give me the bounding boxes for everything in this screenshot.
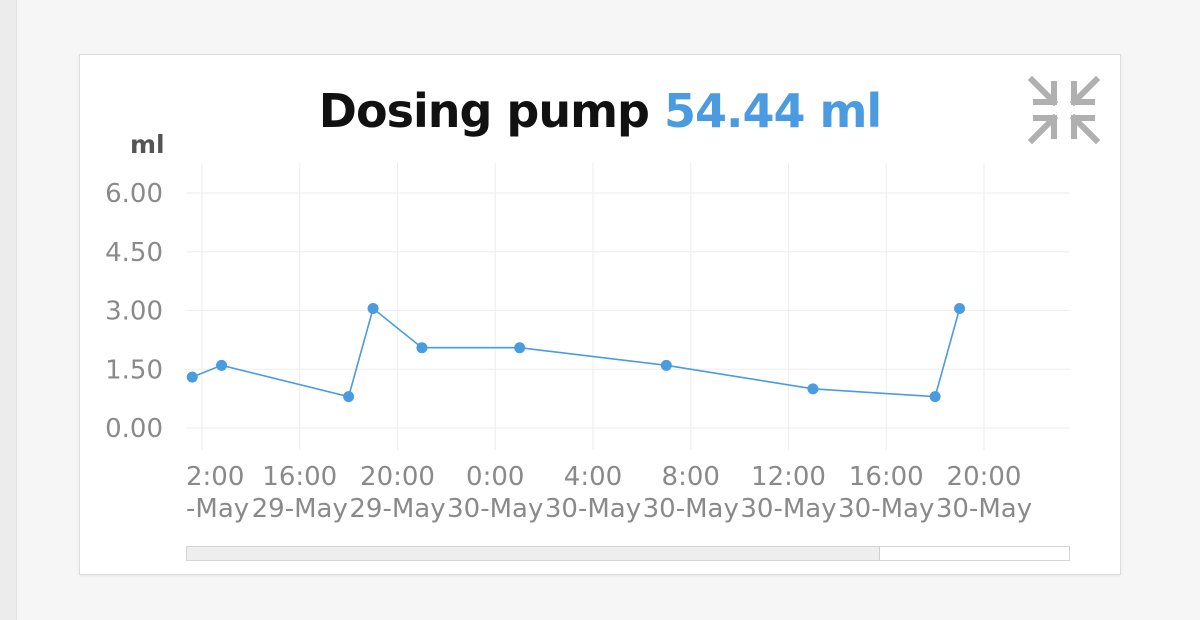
y-tick-label: 1.50 <box>105 355 163 385</box>
chart-title: Dosing pump 54.44 ml <box>0 84 1200 138</box>
data-point <box>807 383 819 395</box>
data-point <box>343 391 355 403</box>
data-point <box>929 391 941 403</box>
x-tick-date: 29-May <box>252 494 348 524</box>
x-tick-date: 30-May <box>545 494 641 524</box>
x-tick-time: 16:00 <box>849 462 924 492</box>
data-point <box>367 303 379 315</box>
y-tick-label: 4.50 <box>105 238 163 268</box>
y-tick-label: 0.00 <box>105 414 163 444</box>
y-tick-label: 6.00 <box>105 179 163 209</box>
x-tick-date: -May <box>186 494 249 524</box>
chart-scrollbar[interactable] <box>186 546 1070 561</box>
data-point <box>514 342 526 354</box>
y-axis-unit: ml <box>130 130 165 159</box>
data-point <box>216 359 228 371</box>
current-value: 54.44 ml <box>663 84 882 138</box>
x-tick-time: 4:00 <box>564 462 622 492</box>
y-tick-label: 3.00 <box>105 297 163 327</box>
x-tick-time: 12:00 <box>751 462 826 492</box>
x-tick-time: 20:00 <box>947 462 1022 492</box>
scrollbar-thumb[interactable] <box>187 547 881 560</box>
collapse-arrows-icon[interactable] <box>1024 72 1104 148</box>
data-point <box>954 303 966 315</box>
x-tick-time: 16:00 <box>262 462 337 492</box>
x-tick-time: 20:00 <box>360 462 435 492</box>
data-point <box>186 371 198 383</box>
x-tick-date: 30-May <box>643 494 739 524</box>
title-text: Dosing pump <box>318 84 650 138</box>
x-tick-time: 8:00 <box>662 462 720 492</box>
x-tick-date: 30-May <box>740 494 836 524</box>
x-tick-date: 30-May <box>447 494 543 524</box>
x-tick-time: 2:00 <box>186 462 244 492</box>
x-tick-date: 30-May <box>936 494 1032 524</box>
data-point <box>416 342 428 354</box>
chart-card <box>79 54 1121 575</box>
page-edge <box>0 0 17 620</box>
x-tick-time: 0:00 <box>466 462 524 492</box>
data-point <box>660 359 672 371</box>
x-tick-date: 30-May <box>838 494 934 524</box>
series-line <box>191 307 961 398</box>
x-tick-date: 29-May <box>349 494 445 524</box>
